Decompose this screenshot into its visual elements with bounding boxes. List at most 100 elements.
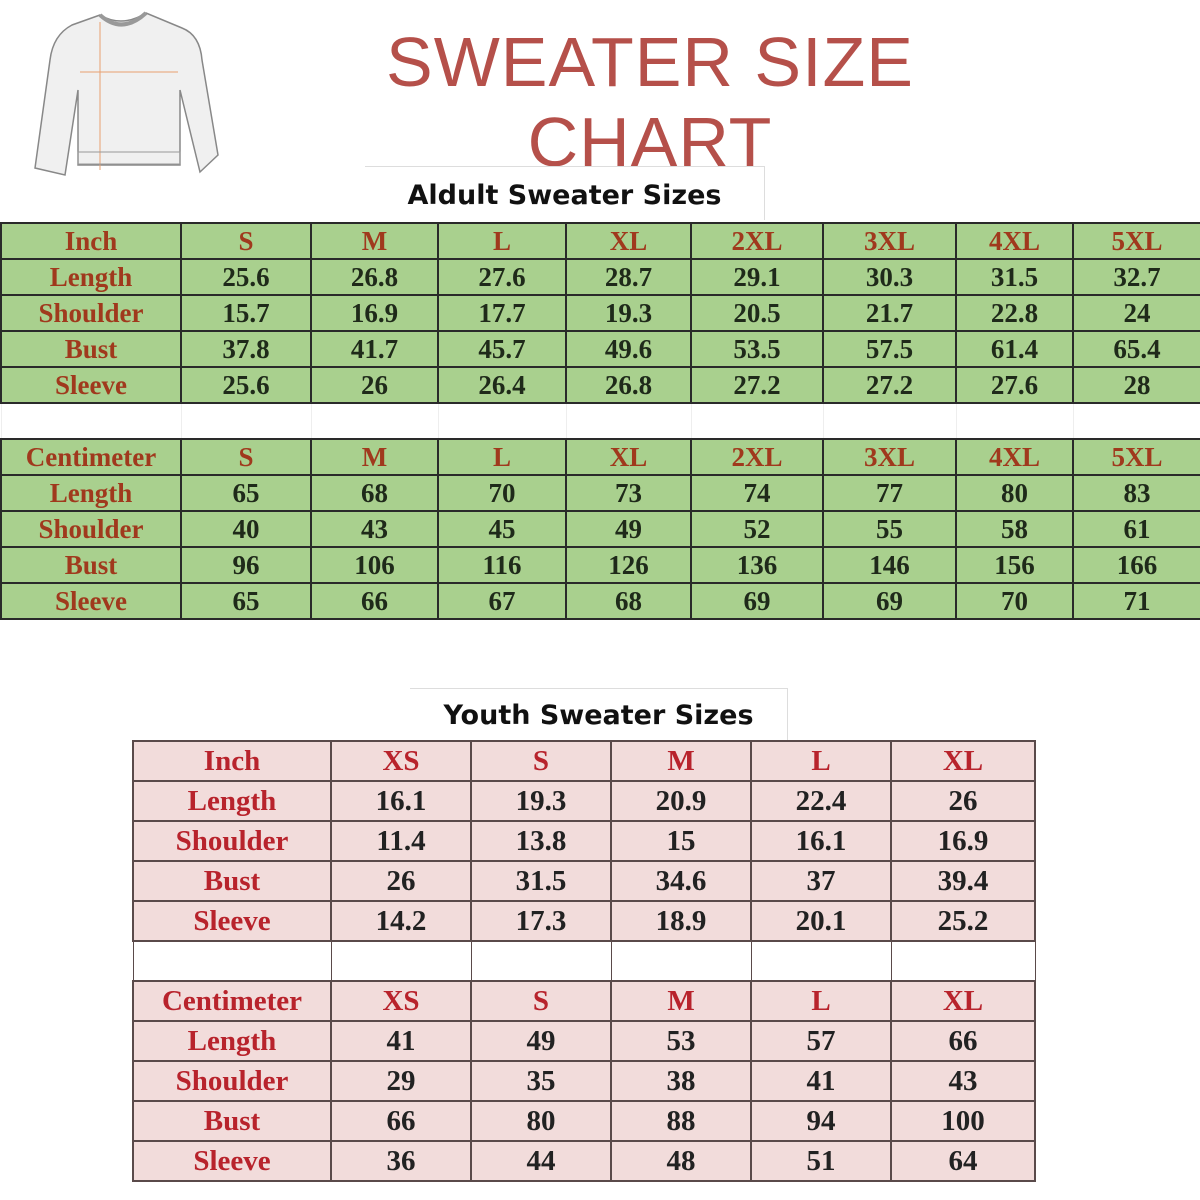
size-header: S <box>470 980 612 1022</box>
value-cell: 41.7 <box>310 330 439 368</box>
value-cell: 55 <box>822 510 957 548</box>
value-cell: 16.1 <box>330 780 472 822</box>
value-cell: 58 <box>955 510 1074 548</box>
table-row: Sleeve 14.2 17.3 18.9 20.1 25.2 <box>132 900 1036 942</box>
value-cell: 88 <box>610 1100 752 1142</box>
header-row: Inch S M L XL 2XL 3XL 4XL 5XL <box>0 222 1200 260</box>
empty-cell <box>955 402 1074 440</box>
table-row: Bust 37.8 41.7 45.7 49.6 53.5 57.5 61.4 65.4 <box>0 330 1200 368</box>
value-cell: 126 <box>565 546 692 584</box>
unit-header: Inch <box>132 740 332 782</box>
value-cell: 26 <box>890 780 1036 822</box>
size-header: L <box>437 438 567 476</box>
size-header: S <box>180 438 312 476</box>
row-label: Bust <box>132 1100 332 1142</box>
value-cell: 43 <box>890 1060 1036 1102</box>
value-cell: 16.1 <box>750 820 892 862</box>
row-label: Shoulder <box>0 294 182 332</box>
size-header: XL <box>890 980 1036 1022</box>
value-cell: 35 <box>470 1060 612 1102</box>
value-cell: 20.5 <box>690 294 824 332</box>
row-label: Length <box>0 474 182 512</box>
value-cell: 30.3 <box>822 258 957 296</box>
size-header: 4XL <box>955 222 1074 260</box>
table-row: Length 41 49 53 57 66 <box>132 1020 1036 1062</box>
size-header: XL <box>565 222 692 260</box>
value-cell: 31.5 <box>955 258 1074 296</box>
value-cell: 146 <box>822 546 957 584</box>
value-cell: 106 <box>310 546 439 584</box>
size-header: XS <box>330 980 472 1022</box>
empty-cell <box>330 940 472 982</box>
value-cell: 69 <box>690 582 824 620</box>
adult-size-table: Inch S M L XL 2XL 3XL 4XL 5XL Length 25.6 26.8 27.6 2… <box>0 222 1200 620</box>
empty-cell <box>0 402 182 440</box>
value-cell: 70 <box>437 474 567 512</box>
table-row: Bust 26 31.5 34.6 37 39.4 <box>132 860 1036 902</box>
value-cell: 19.3 <box>565 294 692 332</box>
table-row: Shoulder 40 43 45 49 52 55 58 61 <box>0 510 1200 548</box>
value-cell: 57 <box>750 1020 892 1062</box>
value-cell: 13.8 <box>470 820 612 862</box>
spacer-row <box>132 940 1036 982</box>
value-cell: 64 <box>890 1140 1036 1182</box>
value-cell: 65 <box>180 582 312 620</box>
empty-cell <box>310 402 439 440</box>
size-header: M <box>610 740 752 782</box>
unit-header: Inch <box>0 222 182 260</box>
table-row: Shoulder 15.7 16.9 17.7 19.3 20.5 21.7 22.8 24 <box>0 294 1200 332</box>
table-row: Shoulder 29 35 38 41 43 <box>132 1060 1036 1102</box>
size-header: L <box>437 222 567 260</box>
size-header: 4XL <box>955 438 1074 476</box>
value-cell: 67 <box>437 582 567 620</box>
size-header: 3XL <box>822 438 957 476</box>
row-label: Bust <box>0 546 182 584</box>
value-cell: 156 <box>955 546 1074 584</box>
value-cell: 80 <box>955 474 1074 512</box>
value-cell: 43 <box>310 510 439 548</box>
row-label: Sleeve <box>132 900 332 942</box>
row-label: Length <box>132 1020 332 1062</box>
value-cell: 69 <box>822 582 957 620</box>
value-cell: 15.7 <box>180 294 312 332</box>
size-header: M <box>310 438 439 476</box>
size-header: XS <box>330 740 472 782</box>
header-row: Centimeter XS S M L XL <box>132 980 1036 1022</box>
youth-section-title: Youth Sweater Sizes <box>410 688 788 740</box>
value-cell: 11.4 <box>330 820 472 862</box>
value-cell: 49 <box>565 510 692 548</box>
value-cell: 52 <box>690 510 824 548</box>
size-header: 3XL <box>822 222 957 260</box>
value-cell: 83 <box>1072 474 1200 512</box>
size-header: L <box>750 740 892 782</box>
value-cell: 166 <box>1072 546 1200 584</box>
value-cell: 26.8 <box>310 258 439 296</box>
unit-header: Centimeter <box>132 980 332 1022</box>
value-cell: 116 <box>437 546 567 584</box>
value-cell: 38 <box>610 1060 752 1102</box>
value-cell: 20.9 <box>610 780 752 822</box>
value-cell: 29.1 <box>690 258 824 296</box>
value-cell: 66 <box>890 1020 1036 1062</box>
empty-cell <box>565 402 692 440</box>
row-label: Sleeve <box>0 366 182 404</box>
table-row: Bust 96 106 116 126 136 146 156 166 <box>0 546 1200 584</box>
value-cell: 14.2 <box>330 900 472 942</box>
value-cell: 21.7 <box>822 294 957 332</box>
table-row: Shoulder 11.4 13.8 15 16.1 16.9 <box>132 820 1036 862</box>
value-cell: 25.6 <box>180 258 312 296</box>
value-cell: 53 <box>610 1020 752 1062</box>
youth-size-table: Inch XS S M L XL Length 16.1 19.3 20.9 22.4 26 Shoul… <box>132 740 1036 1182</box>
row-label: Shoulder <box>132 1060 332 1102</box>
value-cell: 39.4 <box>890 860 1036 902</box>
size-header: 2XL <box>690 438 824 476</box>
value-cell: 27.6 <box>437 258 567 296</box>
value-cell: 22.8 <box>955 294 1074 332</box>
value-cell: 45 <box>437 510 567 548</box>
value-cell: 16.9 <box>890 820 1036 862</box>
value-cell: 28.7 <box>565 258 692 296</box>
value-cell: 31.5 <box>470 860 612 902</box>
value-cell: 49.6 <box>565 330 692 368</box>
empty-cell <box>890 940 1036 982</box>
size-header: S <box>180 222 312 260</box>
